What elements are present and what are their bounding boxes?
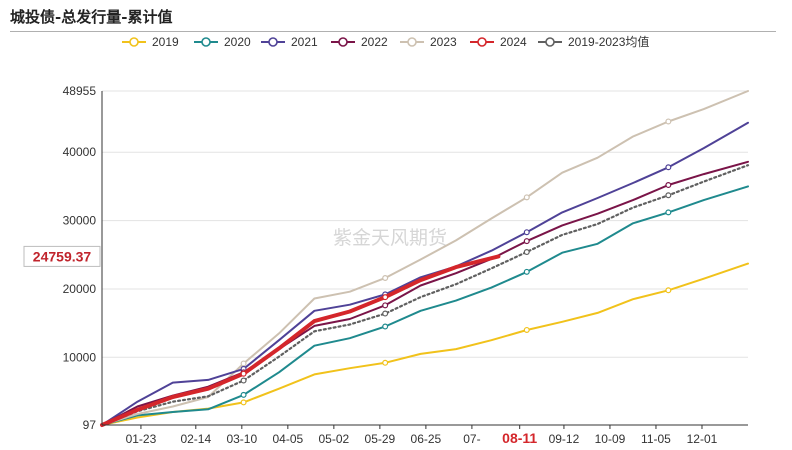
series-line-avg: [100, 164, 750, 427]
series-point-2023: [665, 118, 672, 125]
series-line-2020: [101, 185, 749, 426]
x-tick-label: 12-01: [687, 432, 718, 446]
legend-swatch-marker: [268, 37, 278, 47]
legend-label: 2022: [361, 35, 388, 49]
series-point-avg: [523, 249, 530, 256]
series-point-2020: [665, 209, 672, 216]
series-point-avg: [382, 310, 389, 317]
legend-label: 2021: [291, 35, 318, 49]
series-point-2019: [665, 287, 672, 294]
legend-label: 2023: [430, 35, 457, 49]
callout-value: 24759.37: [33, 248, 92, 264]
x-tick-label: 05-29: [365, 432, 396, 446]
x-tick-label: 09-12: [549, 432, 580, 446]
callout-box: [23, 245, 101, 267]
y-tick-label: 48955: [63, 84, 97, 98]
series-point-2022: [665, 182, 672, 189]
series-point-2023: [382, 275, 389, 282]
legend-swatch-marker: [477, 37, 487, 47]
legend-item-avg[interactable]: 2019-2023均值: [538, 34, 649, 49]
x-tick-label-highlight: 08-11: [502, 430, 537, 446]
series-line-2024: [100, 254, 501, 427]
x-tick-label: 11-05: [641, 432, 671, 446]
legend-label: 2019-2023均值: [568, 34, 649, 49]
series-point-avg: [665, 192, 672, 199]
watermark: 紫金天风期货: [333, 227, 447, 249]
series-layer: [100, 90, 750, 427]
legend-swatch-marker: [338, 37, 348, 47]
title-divider: [10, 31, 776, 32]
x-tick-label: 07-: [463, 432, 480, 446]
series-line-2023: [101, 90, 749, 426]
legend-item-2022[interactable]: 2022: [331, 35, 388, 49]
legend-item-2021[interactable]: 2021: [261, 35, 318, 49]
series-point-2023: [523, 194, 530, 201]
series-line-2019: [101, 262, 749, 426]
series-point-2019: [523, 326, 530, 333]
series-line-2021: [101, 121, 749, 426]
series-point-2020: [523, 268, 530, 275]
series-point-2024: [240, 370, 247, 377]
legend-label: 2024: [500, 35, 527, 49]
y-tick-label: 40000: [63, 145, 97, 159]
value-callout: 24759.37: [23, 245, 101, 267]
series-point-avg: [240, 377, 247, 384]
x-tick-label: 10-09: [595, 432, 626, 446]
chart-title: 城投债-总发行量-累计值: [10, 8, 173, 26]
legend-swatch-marker: [201, 37, 211, 47]
series-point-2020: [382, 323, 389, 330]
legend-item-2019[interactable]: 2019: [122, 35, 179, 49]
x-tick-label: 03-10: [226, 432, 257, 446]
x-tick-label: 06-25: [411, 432, 442, 446]
x-tick-label: 05-02: [319, 432, 350, 446]
legend-item-2020[interactable]: 2020: [194, 35, 251, 49]
series-point-2022: [382, 302, 389, 309]
series-point-2023: [240, 360, 247, 367]
legend-swatch-marker: [407, 37, 417, 47]
series-point-2022: [523, 238, 530, 245]
series-point-2020: [240, 391, 247, 398]
series-point-2019: [382, 359, 389, 366]
legend-swatch-marker: [129, 37, 139, 47]
legend-label: 2019: [152, 35, 179, 49]
legend-item-2024[interactable]: 2024: [470, 35, 527, 49]
x-tick-label: 04-05: [272, 432, 303, 446]
y-tick-label: 97: [83, 418, 97, 432]
series-point-2021: [523, 229, 530, 236]
legend-item-2023[interactable]: 2023: [400, 35, 457, 49]
axes: 97 10000 20000 30000 40000 48955 01-23 02-14 03-…: [63, 84, 748, 446]
series-point-2019: [240, 399, 247, 406]
y-tick-label: 10000: [63, 350, 97, 364]
legend-label: 2020: [224, 35, 251, 49]
legend: 2019 2020 2021 2022 2023 2024 2019-2023均值: [122, 34, 649, 49]
x-tick-label: 01-23: [126, 432, 157, 446]
series-point-2021: [665, 164, 672, 171]
y-tick-label: 20000: [63, 282, 97, 296]
x-tick-label: 02-14: [180, 432, 211, 446]
legend-swatch-marker: [545, 37, 555, 47]
series-point-2024: [382, 294, 389, 301]
y-tick-label: 30000: [63, 214, 97, 228]
